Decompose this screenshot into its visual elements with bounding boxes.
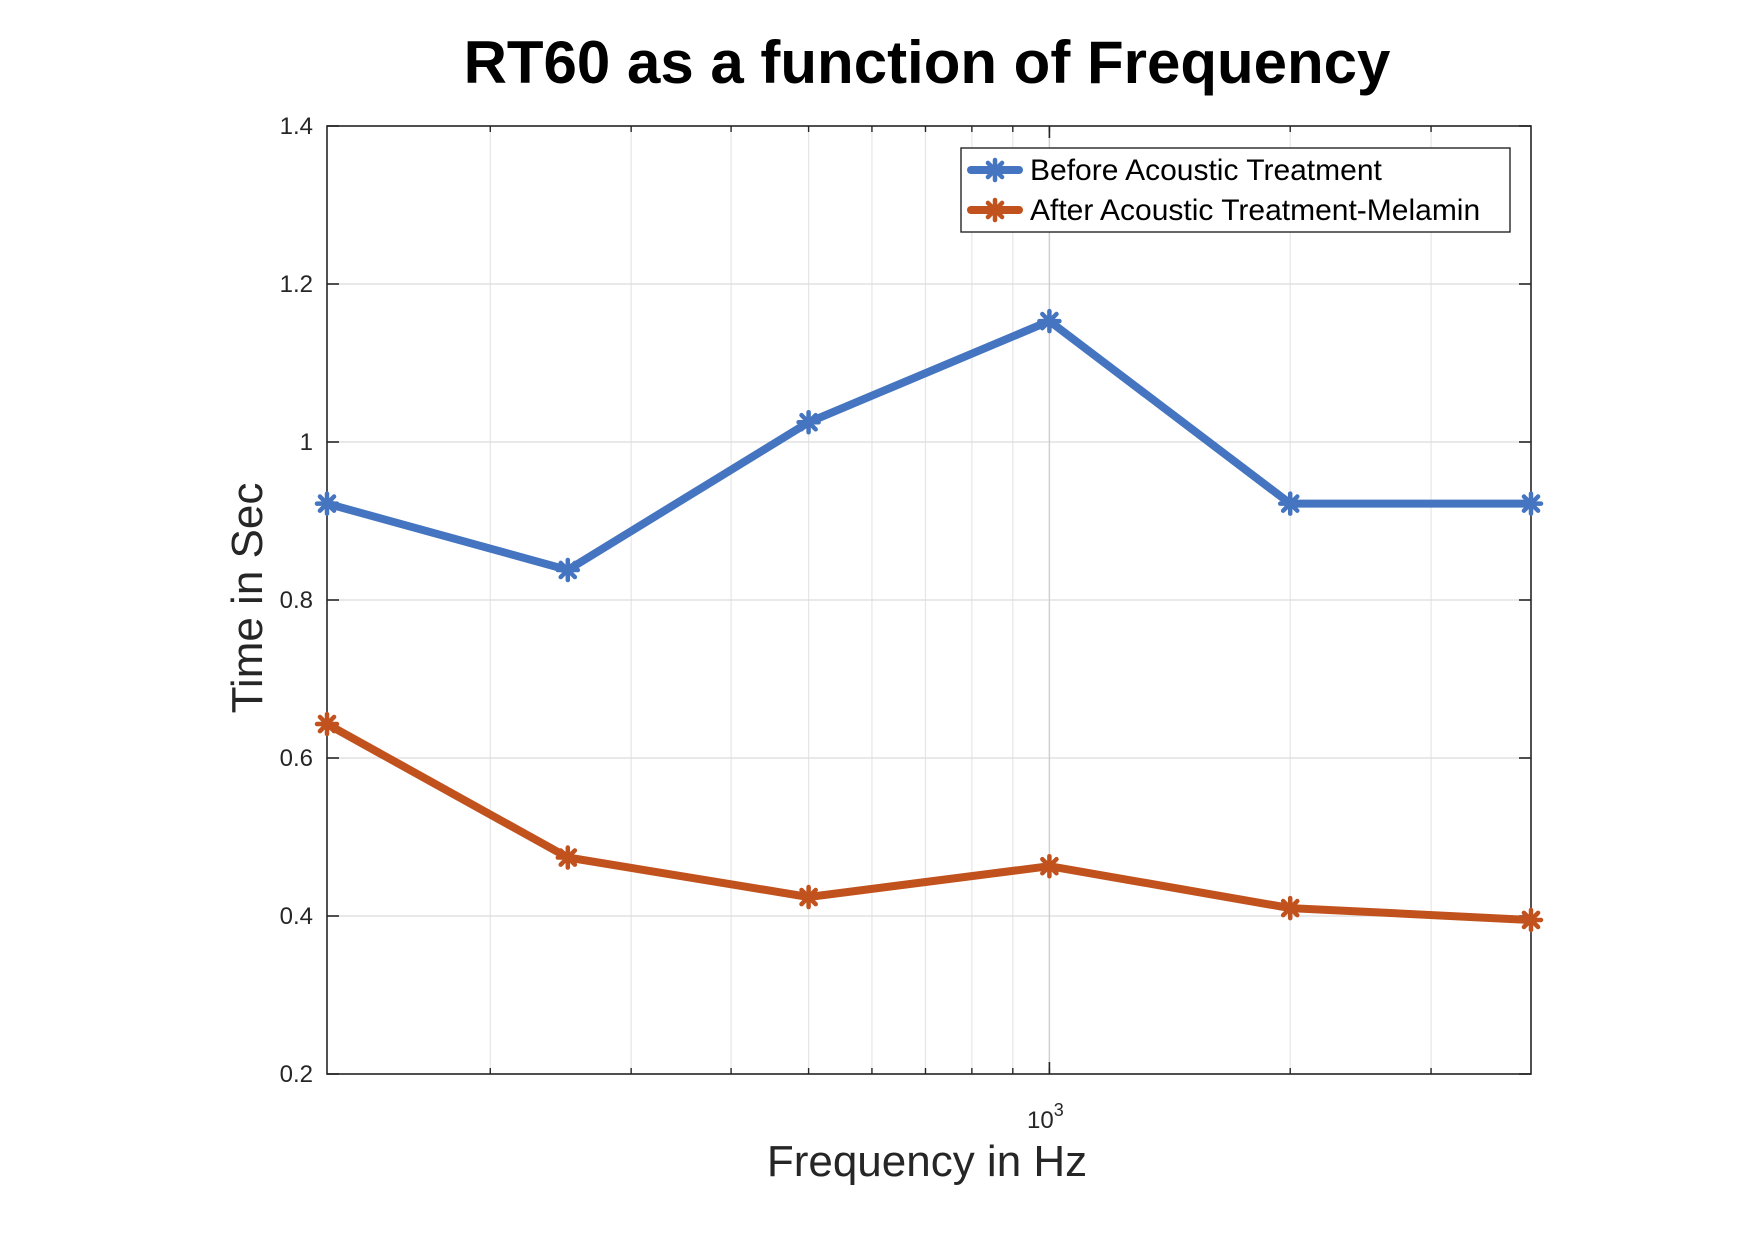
y-tick-label: 1 bbox=[300, 429, 313, 456]
series-1-marker bbox=[555, 557, 581, 583]
legend-box bbox=[960, 147, 1511, 233]
series-1-marker bbox=[314, 491, 340, 516]
y-tick-label: 0.4 bbox=[280, 903, 313, 930]
series-2-marker bbox=[555, 845, 581, 870]
series-1-marker bbox=[1518, 491, 1544, 516]
chart-title: RT60 as a function of Frequency bbox=[464, 29, 1391, 96]
series-1-marker bbox=[1037, 308, 1062, 334]
legend-marker-1 bbox=[982, 157, 1008, 183]
series-2-marker bbox=[1277, 895, 1303, 921]
y-tick-label: 1.4 bbox=[280, 113, 313, 140]
series-2-marker bbox=[796, 884, 821, 910]
series-2-marker bbox=[1518, 907, 1544, 933]
series-2-marker bbox=[1037, 853, 1062, 879]
series-1-marker bbox=[1277, 491, 1303, 516]
y-tick-label: 0.2 bbox=[280, 1061, 313, 1088]
plot-area: 0.2 0.4 0.6 0.8 1 1.2 1.4 103 Before Acoustic Tr… bbox=[280, 113, 1544, 1134]
y-tick-label: 1.2 bbox=[280, 271, 313, 298]
series-1-marker bbox=[796, 410, 821, 435]
legend-label-2: After Acoustic Treatment-Melamin bbox=[1030, 194, 1480, 227]
legend-label-1: Before Acoustic Treatment bbox=[1030, 154, 1383, 187]
legend-marker-2 bbox=[982, 197, 1008, 223]
y-tick-label: 0.8 bbox=[280, 587, 313, 614]
series-2-marker bbox=[314, 711, 340, 737]
x-axis-label: Frequency in Hz bbox=[767, 1137, 1087, 1186]
series-line-2 bbox=[323, 720, 1535, 924]
series-line-1 bbox=[323, 317, 1535, 574]
y-tick-label: 0.6 bbox=[280, 745, 313, 772]
x-tick-label: 103 bbox=[1027, 1100, 1064, 1134]
y-axis-label: Time in Sec bbox=[223, 483, 272, 714]
